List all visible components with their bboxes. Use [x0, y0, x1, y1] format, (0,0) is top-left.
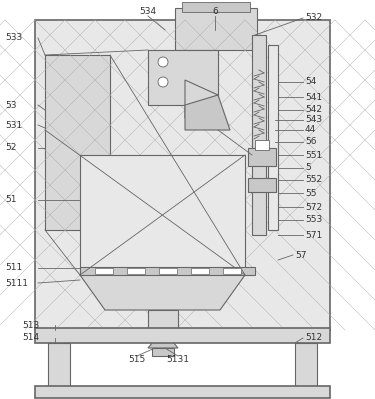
Text: 541: 541	[305, 93, 322, 101]
Text: 56: 56	[305, 138, 316, 146]
Bar	[95, 268, 113, 274]
Bar	[152, 348, 174, 356]
Text: 553: 553	[305, 215, 322, 225]
Text: 54: 54	[305, 77, 316, 87]
Bar	[255, 140, 269, 150]
Text: 6: 6	[212, 8, 218, 16]
Bar	[252, 35, 266, 235]
Bar	[48, 343, 70, 388]
Text: 53: 53	[5, 101, 16, 109]
Text: 512: 512	[305, 334, 322, 342]
Text: 543: 543	[305, 115, 322, 124]
Bar	[148, 310, 178, 330]
Text: 513: 513	[22, 320, 39, 330]
Bar	[45, 55, 110, 230]
Text: 52: 52	[5, 144, 16, 152]
Polygon shape	[185, 95, 230, 130]
Bar	[182, 2, 250, 12]
Bar	[127, 268, 145, 274]
Bar	[35, 20, 330, 330]
Bar	[191, 268, 209, 274]
Text: 571: 571	[305, 231, 322, 239]
Text: 572: 572	[305, 203, 322, 211]
Bar	[175, 8, 257, 50]
Text: 533: 533	[5, 34, 22, 43]
Bar	[35, 386, 330, 398]
Circle shape	[158, 77, 168, 87]
Bar	[159, 268, 177, 274]
Text: 44: 44	[305, 126, 316, 134]
Bar	[80, 155, 245, 275]
Text: 552: 552	[305, 176, 322, 184]
Text: 51: 51	[5, 196, 16, 205]
Text: 57: 57	[295, 251, 306, 259]
Bar	[268, 45, 278, 230]
Bar	[148, 50, 218, 105]
Circle shape	[158, 57, 168, 67]
Text: 5131: 5131	[166, 356, 189, 365]
Text: 5111: 5111	[5, 279, 28, 288]
Text: 5: 5	[305, 164, 311, 172]
Bar	[248, 148, 276, 166]
Text: 514: 514	[22, 334, 39, 342]
Text: 515: 515	[128, 356, 146, 365]
Text: 542: 542	[305, 105, 322, 115]
Polygon shape	[148, 330, 178, 348]
Text: 511: 511	[5, 263, 22, 273]
Polygon shape	[185, 80, 218, 118]
Text: 532: 532	[305, 14, 322, 22]
Bar	[248, 178, 276, 192]
Text: 531: 531	[5, 120, 22, 130]
Bar	[295, 343, 317, 388]
Text: 551: 551	[305, 150, 322, 160]
Text: 55: 55	[305, 188, 316, 198]
Polygon shape	[80, 275, 245, 310]
Bar	[35, 328, 330, 343]
Bar	[223, 268, 241, 274]
Text: 534: 534	[140, 8, 157, 16]
Bar	[80, 267, 255, 275]
